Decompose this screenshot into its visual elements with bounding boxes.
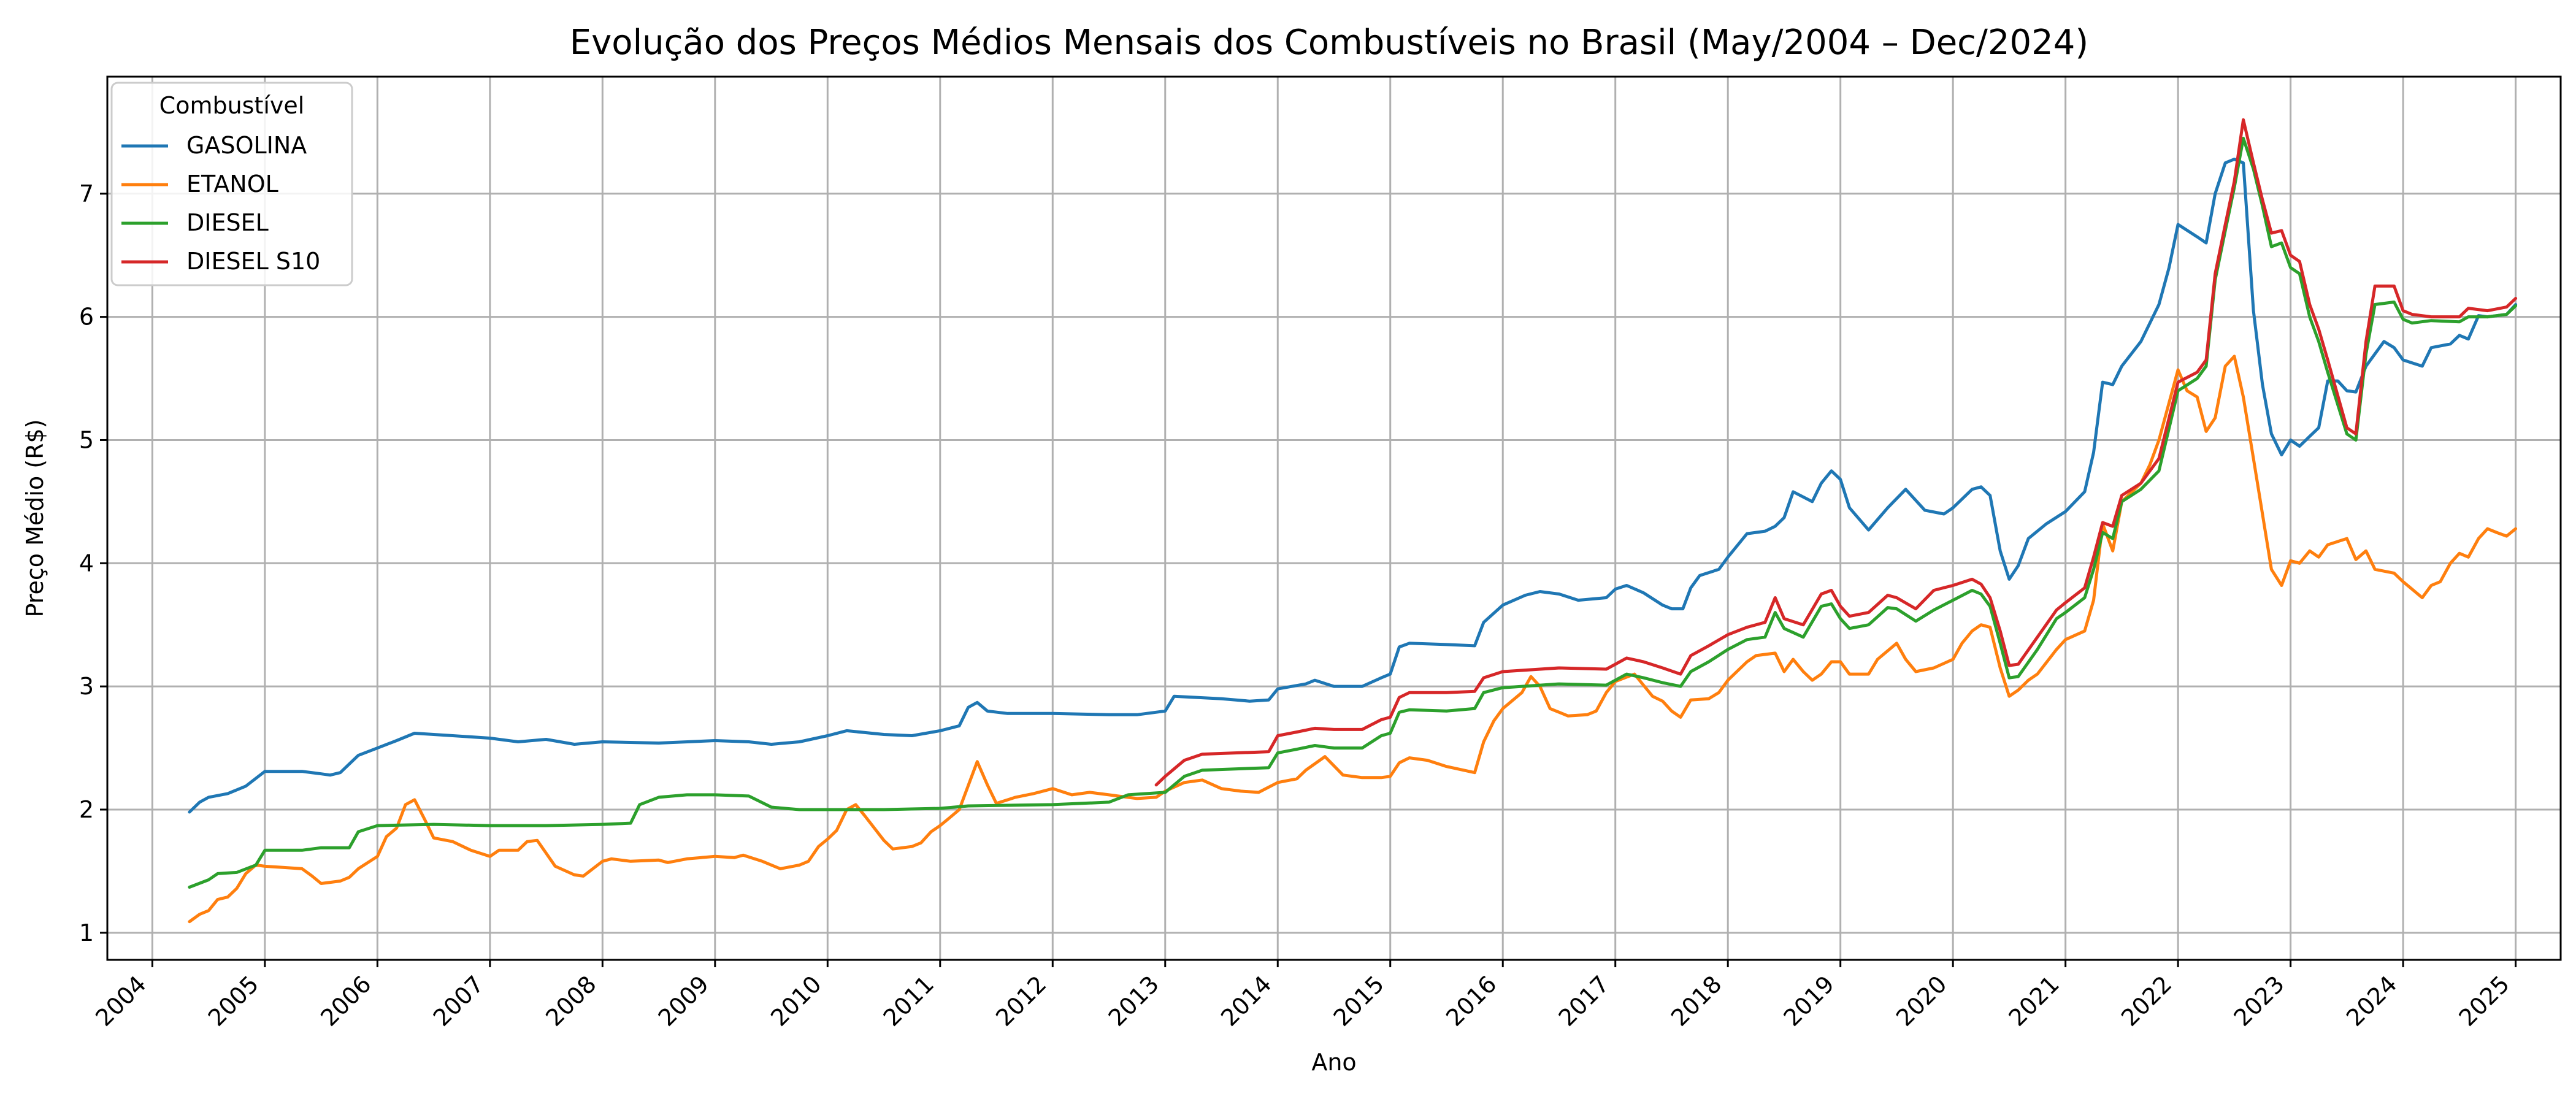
y-tick-label: 4 bbox=[79, 550, 94, 577]
legend-title: Combustível bbox=[159, 92, 305, 119]
legend-entry-label: GASOLINA bbox=[186, 132, 307, 159]
y-tick-label: 7 bbox=[79, 180, 94, 207]
x-axis-label: Ano bbox=[1311, 1049, 1356, 1076]
y-tick-label: 1 bbox=[79, 919, 94, 946]
legend-entry-label: ETANOL bbox=[186, 171, 278, 197]
y-tick-label: 5 bbox=[79, 426, 94, 453]
legend: Combustível GASOLINA ETANOL DIESEL DIESEL S1… bbox=[110, 82, 353, 286]
series-line-gasolina bbox=[188, 158, 2518, 814]
series-line-diesel-s10 bbox=[1154, 118, 2518, 787]
y-tick-label: 6 bbox=[79, 304, 94, 331]
legend-entry-label: DIESEL bbox=[186, 209, 269, 236]
y-tick-label: 3 bbox=[79, 673, 94, 700]
legend-box bbox=[110, 82, 353, 286]
series-line-diesel bbox=[188, 136, 2518, 889]
chart-title: Evolução dos Preços Médios Mensais dos C… bbox=[570, 23, 2088, 63]
plot-frame bbox=[106, 75, 2562, 961]
y-tick-label: 2 bbox=[79, 796, 94, 823]
plot-area-series bbox=[188, 118, 2518, 924]
y-axis-label: Preço Médio (R$) bbox=[21, 419, 48, 617]
y-axis: 1 2 3 4 5 6 7 bbox=[79, 180, 107, 946]
series-line-etanol bbox=[188, 355, 2518, 924]
legend-entry-label: DIESEL S10 bbox=[186, 248, 320, 275]
